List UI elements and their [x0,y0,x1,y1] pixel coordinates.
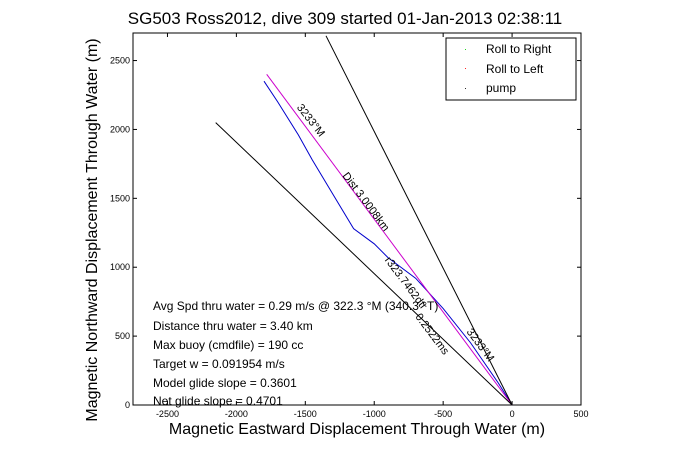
legend-label-roll-right: Roll to Right [486,42,552,56]
series-line-0 [263,80,513,406]
x-axis-label: Magnetic Eastward Displacement Through W… [169,421,545,438]
series-layer [215,35,513,406]
y-tick-label: 0 [125,400,130,410]
legend-marker-roll-left: · [464,63,467,73]
x-tick-label: 0 [510,409,515,419]
stat-target-w: Target w = 0.091954 m/s [153,357,285,371]
stat-net-glide: Net glide slope = 0.4701 [153,394,283,408]
x-tick-label: -1000 [363,409,386,419]
y-tick-label: 1000 [110,262,130,272]
stat-avg-speed: Avg Spd thru water = 0.29 m/s @ 322.3 °M… [153,299,438,313]
y-tick-label: 2000 [110,124,130,134]
x-tick-label: 500 [573,409,588,419]
y-tick-label: 2500 [110,56,130,66]
series-line-2 [215,122,513,406]
stat-model-glide: Model glide slope = 0.3601 [153,376,297,390]
x-tick-label: -2000 [225,409,248,419]
x-axis: -2500 -2000 -1500 -1000 -500 0 500 [156,33,589,419]
x-tick-label: -1500 [294,409,317,419]
stat-distance: Distance thru water = 3.40 km [153,319,313,333]
chart-title: SG503 Ross2012, dive 309 started 01-Jan-… [128,9,562,28]
x-tick-label: -2500 [156,409,179,419]
y-axis: 0 500 1000 1500 2000 2500 [110,56,581,410]
legend: · Roll to Right · Roll to Left · pump [445,37,577,101]
series-line-1 [266,74,513,406]
series-line-3 [325,35,513,406]
legend-marker-roll-right: · [464,44,467,54]
legend-marker-pump: · [464,83,467,93]
y-axis-label: Magnetic Northward Displacement Through … [84,38,101,421]
legend-box [445,37,577,101]
y-tick-label: 500 [115,331,130,341]
x-tick-label: -500 [434,409,452,419]
legend-label-roll-left: Roll to Left [486,62,544,76]
legend-label-pump: pump [486,81,516,95]
stats-block: Avg Spd thru water = 0.29 m/s @ 322.3 °M… [153,299,438,408]
stat-max-buoy: Max buoy (cmdfile) = 190 cc [153,338,303,352]
y-tick-label: 1500 [110,193,130,203]
